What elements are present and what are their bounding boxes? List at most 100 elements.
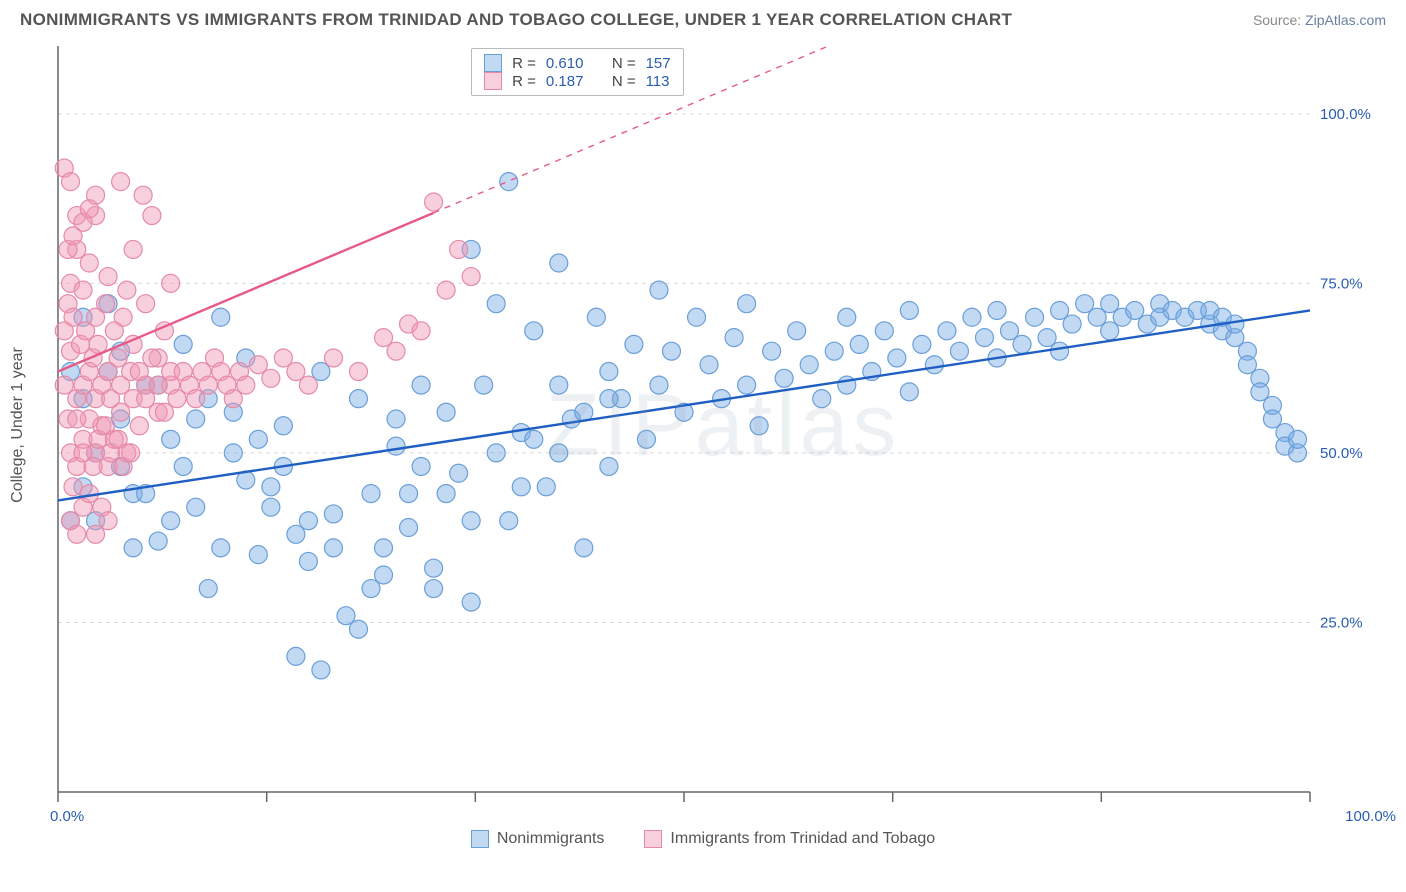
data-point xyxy=(537,478,555,496)
data-point xyxy=(938,322,956,340)
data-point xyxy=(888,349,906,367)
data-point xyxy=(212,539,230,557)
data-point xyxy=(1051,342,1069,360)
data-point xyxy=(788,322,806,340)
x-axis-min-label: 0.0% xyxy=(50,808,84,825)
data-point xyxy=(963,308,981,326)
data-point xyxy=(800,356,818,374)
source-link[interactable]: ZipAtlas.com xyxy=(1305,12,1386,28)
legend-label: Immigrants from Trinidad and Tobago xyxy=(670,830,935,848)
data-point xyxy=(114,308,132,326)
legend-swatch xyxy=(484,54,502,72)
data-point xyxy=(425,193,443,211)
data-point xyxy=(249,546,267,564)
data-point xyxy=(299,376,317,394)
chart-header: NONIMMIGRANTS VS IMMIGRANTS FROM TRINIDA… xyxy=(0,0,1406,36)
data-point xyxy=(550,444,568,462)
data-point xyxy=(988,301,1006,319)
data-point xyxy=(412,457,430,475)
trend-line xyxy=(58,213,434,372)
data-point xyxy=(199,580,217,598)
data-point xyxy=(600,390,618,408)
chart-area: College, Under 1 year ZIPatlas 25.0%50.0… xyxy=(50,40,1396,810)
data-point xyxy=(349,620,367,638)
data-point xyxy=(725,329,743,347)
n-label: N = xyxy=(612,55,636,72)
data-point xyxy=(375,566,393,584)
data-point xyxy=(262,498,280,516)
data-point xyxy=(68,525,86,543)
source-prefix: Source: xyxy=(1253,12,1305,28)
correlation-legend: R =0.610 N =157R =0.187 N =113 xyxy=(471,48,683,96)
data-point xyxy=(134,186,152,204)
data-point xyxy=(900,383,918,401)
data-point xyxy=(64,478,82,496)
data-point xyxy=(650,281,668,299)
data-point xyxy=(600,363,618,381)
data-point xyxy=(84,457,102,475)
data-point xyxy=(425,559,443,577)
data-point xyxy=(99,268,117,286)
data-point xyxy=(162,512,180,530)
data-point xyxy=(975,329,993,347)
data-point xyxy=(249,430,267,448)
data-point xyxy=(487,295,505,313)
data-point xyxy=(462,512,480,530)
r-label: R = xyxy=(512,55,536,72)
legend-swatch xyxy=(484,72,502,90)
data-point xyxy=(437,485,455,503)
data-point xyxy=(349,390,367,408)
data-point xyxy=(450,240,468,258)
n-label: N = xyxy=(612,73,636,90)
data-point xyxy=(750,417,768,435)
data-point xyxy=(299,512,317,530)
data-point xyxy=(838,308,856,326)
data-point xyxy=(575,539,593,557)
data-point xyxy=(500,512,518,530)
r-label: R = xyxy=(512,73,536,90)
x-axis-labels: 0.0% 100.0% xyxy=(50,808,1396,830)
legend-label: Nonimmigrants xyxy=(497,830,605,848)
data-point xyxy=(1026,308,1044,326)
data-point xyxy=(1013,335,1031,353)
data-point xyxy=(312,661,330,679)
data-point xyxy=(763,342,781,360)
data-point xyxy=(875,322,893,340)
scatter-chart: 25.0%50.0%75.0%100.0% xyxy=(50,40,1380,810)
data-point xyxy=(412,322,430,340)
legend-item: Nonimmigrants xyxy=(471,830,605,848)
data-point xyxy=(149,532,167,550)
data-point xyxy=(700,356,718,374)
data-point xyxy=(462,268,480,286)
data-point xyxy=(450,464,468,482)
y-grid-label: 75.0% xyxy=(1320,275,1363,292)
data-point xyxy=(475,376,493,394)
x-axis-max-label: 100.0% xyxy=(1345,808,1396,825)
data-point xyxy=(375,539,393,557)
data-point xyxy=(324,505,342,523)
data-point xyxy=(262,369,280,387)
data-point xyxy=(74,281,92,299)
legend-swatch xyxy=(644,830,662,848)
data-point xyxy=(900,301,918,319)
legend-item: Immigrants from Trinidad and Tobago xyxy=(644,830,935,848)
data-point xyxy=(97,295,115,313)
data-point xyxy=(1288,430,1306,448)
data-point xyxy=(738,295,756,313)
data-point xyxy=(637,430,655,448)
chart-title: NONIMMIGRANTS VS IMMIGRANTS FROM TRINIDA… xyxy=(20,10,1012,30)
n-value: 113 xyxy=(646,73,670,90)
data-point xyxy=(387,410,405,428)
data-point xyxy=(130,417,148,435)
data-point xyxy=(122,444,140,462)
data-point xyxy=(425,580,443,598)
data-point xyxy=(1226,315,1244,333)
y-grid-label: 100.0% xyxy=(1320,106,1371,123)
data-point xyxy=(925,356,943,374)
y-grid-label: 25.0% xyxy=(1320,614,1363,631)
data-point xyxy=(825,342,843,360)
trend-line xyxy=(58,310,1310,500)
data-point xyxy=(80,254,98,272)
series-legend: Nonimmigrants Immigrants from Trinidad an… xyxy=(0,830,1406,848)
data-point xyxy=(412,376,430,394)
